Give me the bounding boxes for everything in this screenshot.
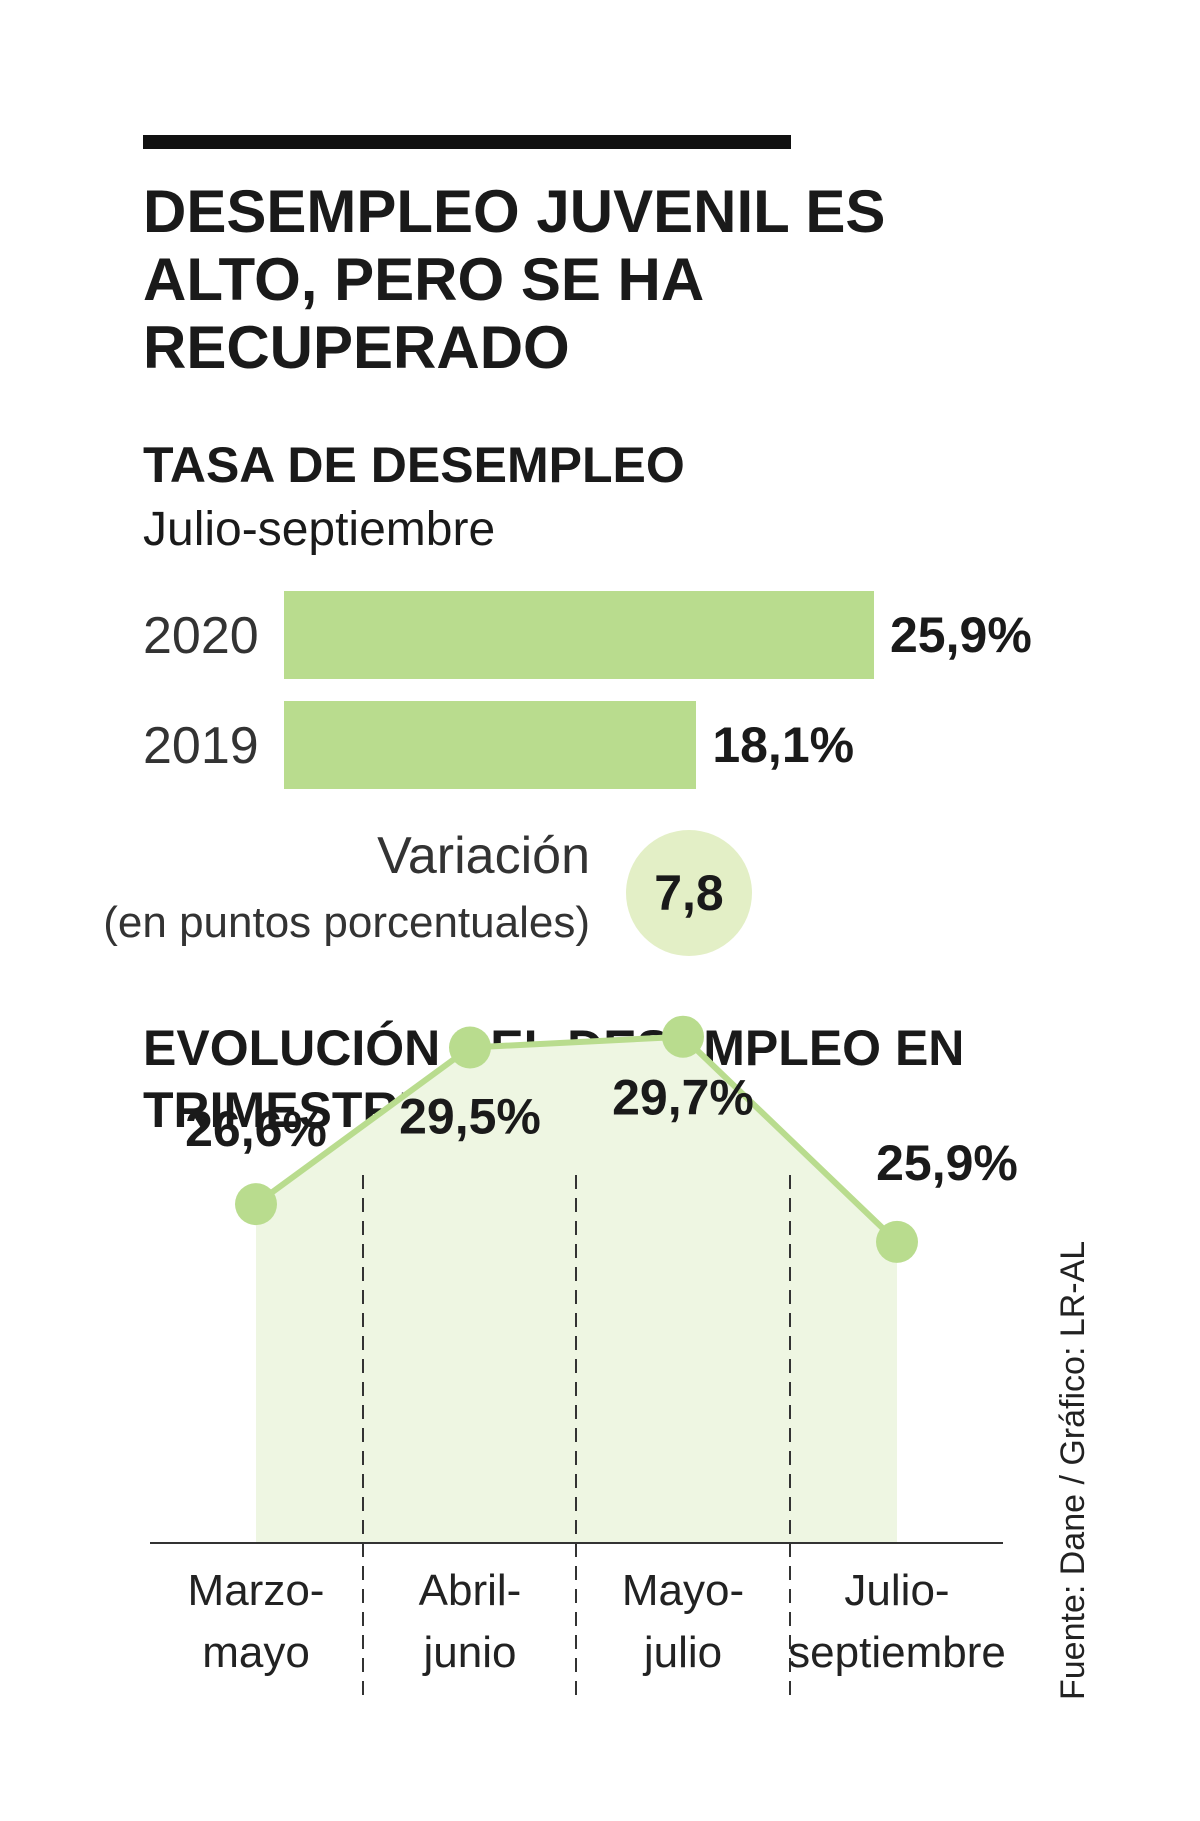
- bar-category-label: 2019: [143, 717, 259, 775]
- x-tick-label: mayo: [202, 1628, 310, 1677]
- data-label: 29,5%: [399, 1089, 541, 1145]
- data-label: 26,6%: [185, 1101, 327, 1157]
- data-point: [449, 1026, 491, 1069]
- bar-2019: [284, 701, 697, 789]
- series-line: [254, 1033, 900, 1245]
- variation-badge: 7,8: [626, 830, 752, 956]
- data-label: 29,7%: [612, 1070, 754, 1126]
- area-fill: [256, 1036, 897, 1543]
- x-tick-label: Marzo-: [188, 1566, 325, 1615]
- data-point: [662, 1015, 704, 1058]
- variation-sublabel: (en puntos porcentuales): [103, 898, 590, 947]
- x-tick-label: septiembre: [788, 1628, 1006, 1677]
- source-credit: Fuente: Dane / Gráfico: LR-AL: [1054, 1240, 1092, 1700]
- data-label: 25,9%: [876, 1135, 1018, 1191]
- x-tick-label: Mayo-: [622, 1566, 744, 1615]
- bar-chart-title: TASA DE DESEMPLEO: [143, 437, 685, 493]
- bar-category-label: 2020: [143, 607, 259, 665]
- data-point: [235, 1183, 277, 1226]
- data-point: [876, 1220, 918, 1263]
- x-tick-label: junio: [422, 1628, 517, 1677]
- variation-label: Variación: [377, 827, 590, 885]
- variation-value: 7,8: [654, 865, 724, 921]
- bar-chart-subtitle: Julio-septiembre: [143, 503, 496, 556]
- bar-value-label: 25,9%: [890, 607, 1032, 663]
- bar-value-label: 18,1%: [712, 717, 855, 773]
- top-rule: [143, 135, 791, 149]
- x-tick-label: Abril-: [419, 1566, 522, 1615]
- bar-2020: [284, 591, 874, 679]
- headline: DESEMPLEO JUVENIL ES ALTO, PERO SE HA RE…: [143, 178, 886, 381]
- x-tick-label: Julio-: [844, 1566, 949, 1615]
- x-tick-label: julio: [642, 1628, 722, 1677]
